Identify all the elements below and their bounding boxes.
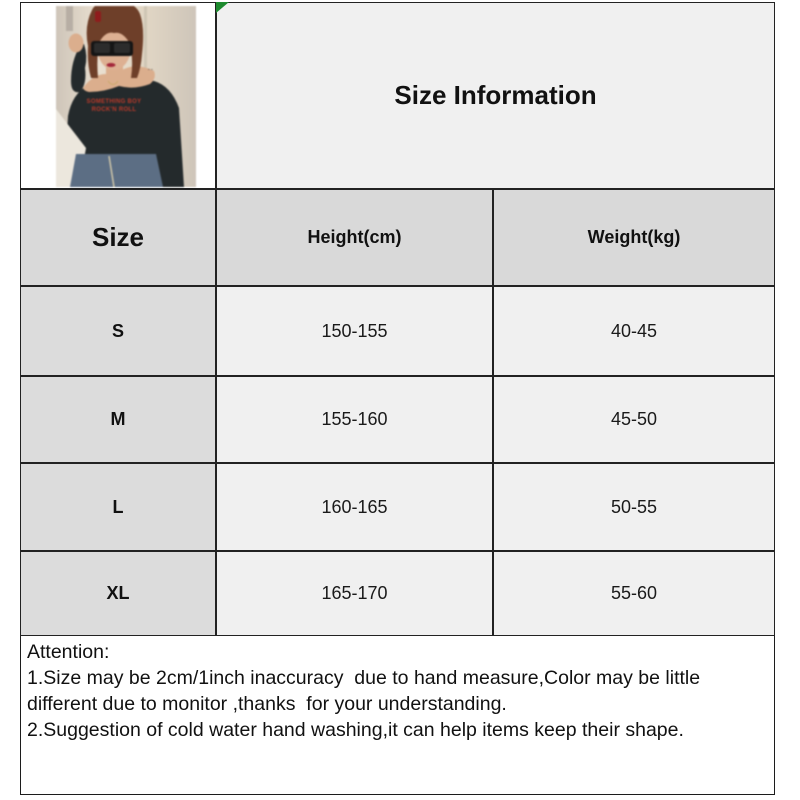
svg-text:ROCK'N ROLL: ROCK'N ROLL bbox=[92, 107, 137, 113]
svg-text:'' '': '' '' bbox=[148, 68, 153, 73]
svg-text:SOMETHING BOY: SOMETHING BOY bbox=[87, 99, 142, 105]
